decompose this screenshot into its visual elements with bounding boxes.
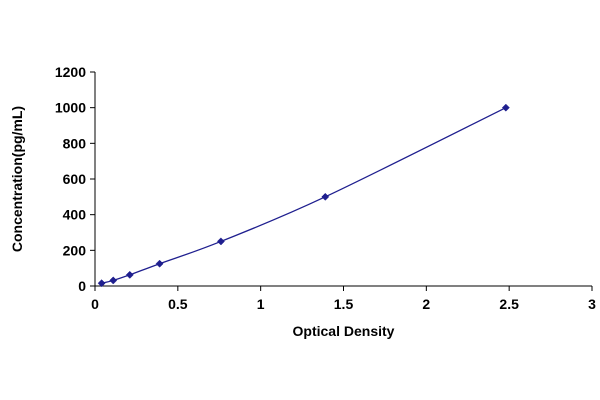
x-tick-label: 3 xyxy=(588,296,596,312)
points xyxy=(97,103,510,288)
y-tick-label: 200 xyxy=(63,242,87,258)
data-point xyxy=(125,270,134,279)
x-tick-label: 1.5 xyxy=(334,296,354,312)
data-point xyxy=(321,192,330,201)
y-ticks: 0 200 400 600 800 1000 1200 xyxy=(55,64,95,294)
data-point xyxy=(501,103,510,112)
y-tick-label: 800 xyxy=(63,135,87,151)
data-point xyxy=(216,237,225,246)
x-tick-label: 2.5 xyxy=(499,296,519,312)
axes xyxy=(94,72,592,287)
data-point xyxy=(109,276,118,285)
x-ticks: 0 0.5 1 1.5 2 2.5 3 xyxy=(91,286,596,312)
y-tick-label: 1200 xyxy=(55,64,86,80)
data-point xyxy=(155,259,164,268)
data-point xyxy=(97,279,106,288)
y-tick-label: 0 xyxy=(78,278,86,294)
x-tick-label: 0.5 xyxy=(168,296,188,312)
y-axis-title: Concentration(pg/mL) xyxy=(9,106,25,252)
y-tick-label: 600 xyxy=(63,171,87,187)
x-tick-label: 2 xyxy=(422,296,430,312)
series-line xyxy=(101,107,507,284)
y-tick-label: 400 xyxy=(63,207,87,223)
curve-group xyxy=(101,107,507,284)
x-tick-label: 0 xyxy=(91,296,99,312)
x-axis-title: Optical Density xyxy=(293,323,395,339)
y-tick-label: 1000 xyxy=(55,100,86,116)
x-tick-label: 1 xyxy=(257,296,265,312)
